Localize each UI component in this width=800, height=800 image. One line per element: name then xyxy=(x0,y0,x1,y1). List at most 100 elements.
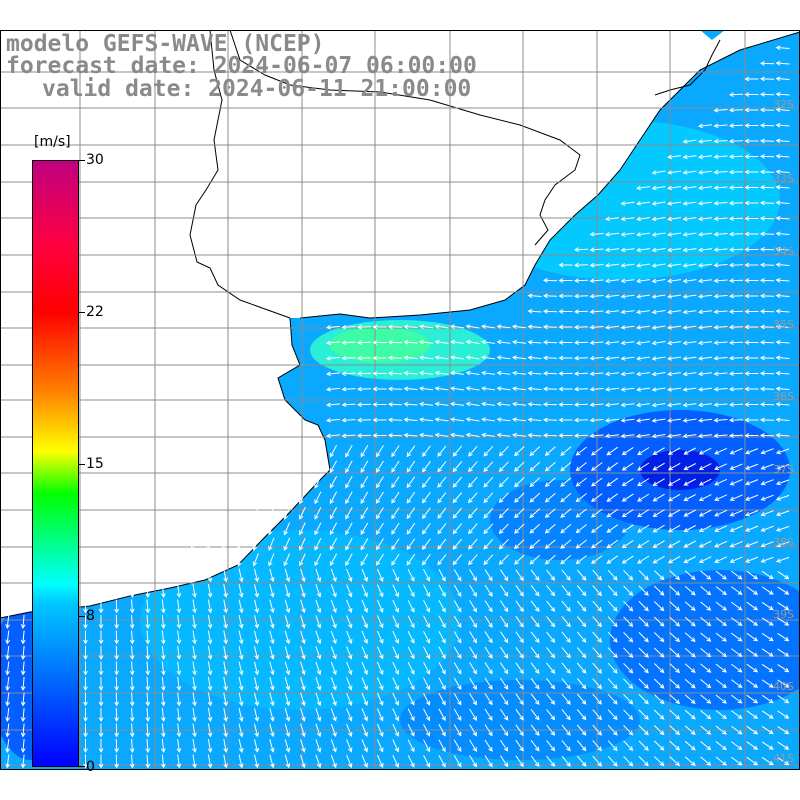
wind-arrow xyxy=(744,262,759,268)
wind-arrow xyxy=(514,461,525,472)
wind-arrow xyxy=(682,170,697,175)
wind-arrow xyxy=(527,308,542,314)
wind-arrow xyxy=(392,708,399,722)
wind-arrow xyxy=(607,678,618,690)
wind-arrow xyxy=(652,524,665,533)
wind-arrow xyxy=(744,107,759,113)
wind-arrow xyxy=(715,741,727,751)
wind-arrow xyxy=(391,538,400,551)
wind-arrow xyxy=(469,569,477,582)
wind-arrow xyxy=(329,522,338,536)
wind-arrow xyxy=(330,584,337,598)
wind-arrow xyxy=(207,708,213,722)
wind-arrow xyxy=(698,556,712,563)
wind-arrow xyxy=(315,568,322,583)
wind-arrow xyxy=(423,630,431,644)
wind-arrow xyxy=(729,509,743,517)
wind-arrow xyxy=(761,725,774,735)
wind-arrow xyxy=(356,355,372,361)
wind-arrow xyxy=(667,325,681,330)
wind-arrow xyxy=(5,707,11,723)
wind-arrow xyxy=(684,694,696,704)
wind-arrow xyxy=(145,754,151,769)
latitude-label: 41S xyxy=(773,752,794,765)
wind-arrow xyxy=(160,630,166,645)
wind-arrow xyxy=(438,677,446,691)
wind-arrow xyxy=(423,646,431,660)
colorbar-tickmark xyxy=(79,312,85,313)
wind-arrow xyxy=(375,522,384,535)
wind-arrow xyxy=(623,724,634,736)
wind-arrow xyxy=(315,692,322,707)
wind-arrow xyxy=(360,491,369,504)
wind-arrow xyxy=(499,569,509,582)
wind-arrow xyxy=(268,553,275,567)
wind-arrow xyxy=(391,507,400,520)
wind-arrow xyxy=(392,599,399,613)
wind-arrow xyxy=(621,555,634,564)
wind-arrow xyxy=(484,724,493,737)
wind-arrow xyxy=(481,432,495,438)
wind-arrow xyxy=(546,709,556,721)
wind-arrow xyxy=(714,540,728,548)
wind-arrow xyxy=(575,555,587,565)
latitude-label: 36S xyxy=(773,390,794,403)
wind-arrow xyxy=(746,694,759,704)
wind-arrow xyxy=(325,417,341,423)
wind-arrow xyxy=(346,646,353,660)
wind-arrow xyxy=(484,677,493,690)
wind-arrow xyxy=(576,678,587,690)
wind-arrow xyxy=(176,599,182,614)
wind-arrow xyxy=(728,92,744,97)
wind-arrow xyxy=(345,553,353,567)
wind-arrow xyxy=(315,615,322,629)
wind-arrow xyxy=(314,491,322,505)
wind-arrow xyxy=(560,446,572,456)
wind-arrow xyxy=(469,631,477,644)
wind-speed-patch xyxy=(330,327,430,363)
wind-arrow xyxy=(192,708,197,722)
wind-arrow xyxy=(376,599,384,613)
wind-arrow xyxy=(437,507,447,519)
wind-arrow xyxy=(83,739,88,754)
wind-arrow xyxy=(330,739,337,753)
wind-arrow xyxy=(376,739,384,753)
wind-arrow xyxy=(314,553,322,567)
wind-arrow xyxy=(160,723,166,738)
wind-arrow xyxy=(620,247,635,253)
latitude-label: 33S xyxy=(773,172,794,185)
wind-arrow xyxy=(573,433,589,438)
wind-arrow xyxy=(407,739,415,753)
wind-arrow xyxy=(589,247,604,253)
wind-arrow xyxy=(558,324,573,330)
graticule xyxy=(0,30,800,770)
wind-arrow xyxy=(775,308,790,314)
wind-arrow xyxy=(761,632,774,642)
wind-arrow xyxy=(638,585,649,596)
wind-arrow xyxy=(573,402,589,407)
wind-arrow xyxy=(667,232,681,237)
wind-arrow xyxy=(714,478,728,486)
wind-arrow xyxy=(498,476,509,488)
wind-arrow xyxy=(746,601,759,611)
wind-arrow xyxy=(637,524,650,533)
wind-arrow xyxy=(728,386,744,392)
wind-arrow xyxy=(542,417,558,423)
wind-arrow xyxy=(375,460,384,473)
wind-arrow xyxy=(361,692,368,706)
wind-arrow xyxy=(83,754,88,769)
wind-arrow xyxy=(592,662,602,674)
wind-arrow xyxy=(604,231,620,237)
wind-arrow xyxy=(437,461,447,473)
wind-arrow xyxy=(775,138,790,144)
wind-arrow xyxy=(160,754,166,769)
wind-arrow xyxy=(759,92,775,97)
wind-arrow xyxy=(453,646,462,659)
wind-arrow xyxy=(514,508,525,519)
wind-arrow xyxy=(221,553,228,567)
wind-arrow xyxy=(604,340,620,346)
wind-arrow xyxy=(176,584,182,598)
wind-arrow xyxy=(651,402,666,408)
wind-arrow xyxy=(620,418,635,423)
wind-arrow xyxy=(561,631,571,643)
